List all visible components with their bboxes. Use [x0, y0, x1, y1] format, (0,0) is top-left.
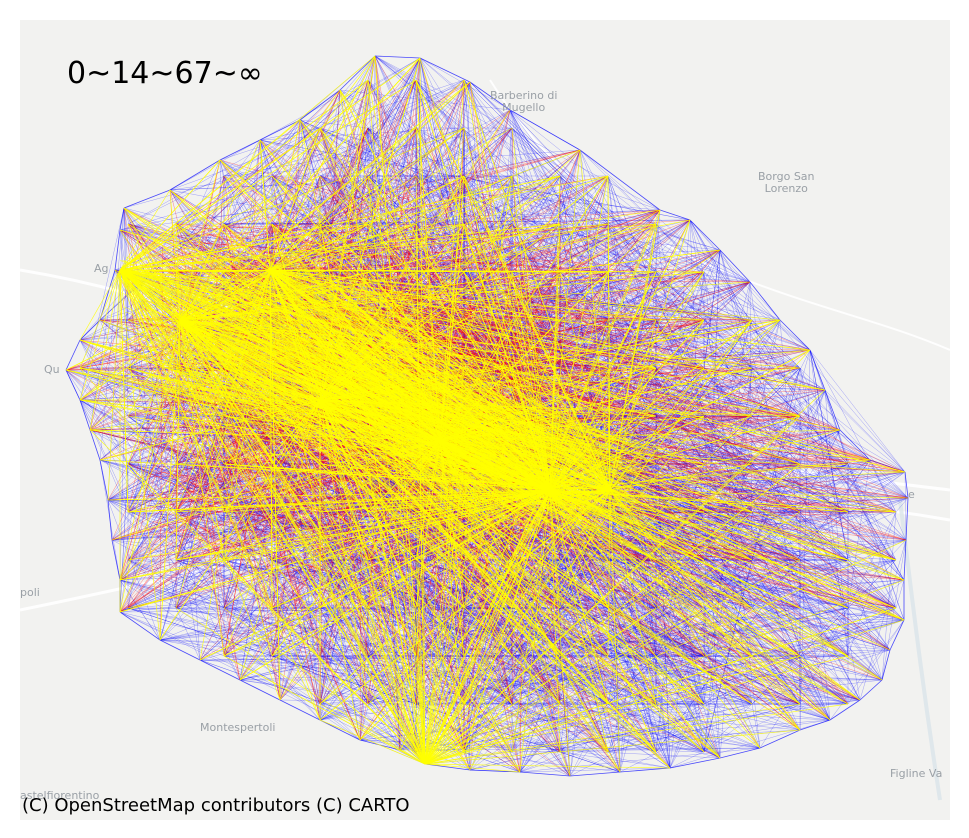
place-label-castelfiorentino: astelfiorentino	[20, 789, 100, 802]
map-basemap[interactable]: Barberino di Mugello Borgo San Lorenzo M…	[20, 20, 950, 820]
flow-network	[20, 55, 950, 801]
legend-title: 0~14~67~∞	[67, 56, 263, 91]
place-label-pontassieve: e	[908, 488, 915, 501]
place-label-empoli: poli	[20, 586, 40, 599]
place-label-agliana: Ag	[94, 262, 109, 275]
flow-lines-high	[65, 55, 909, 777]
place-label-borgo: Borgo San Lorenzo	[758, 170, 815, 195]
place-label-figline: Figline Va	[890, 767, 943, 780]
place-label-montespertoli: Montespertoli	[200, 721, 276, 734]
place-label-barberino: Barberino di Mugello	[490, 89, 558, 114]
map-attribution: (C) OpenStreetMap contributors (C) CARTO	[22, 795, 410, 816]
place-label-quarrata: Qu	[44, 363, 60, 376]
